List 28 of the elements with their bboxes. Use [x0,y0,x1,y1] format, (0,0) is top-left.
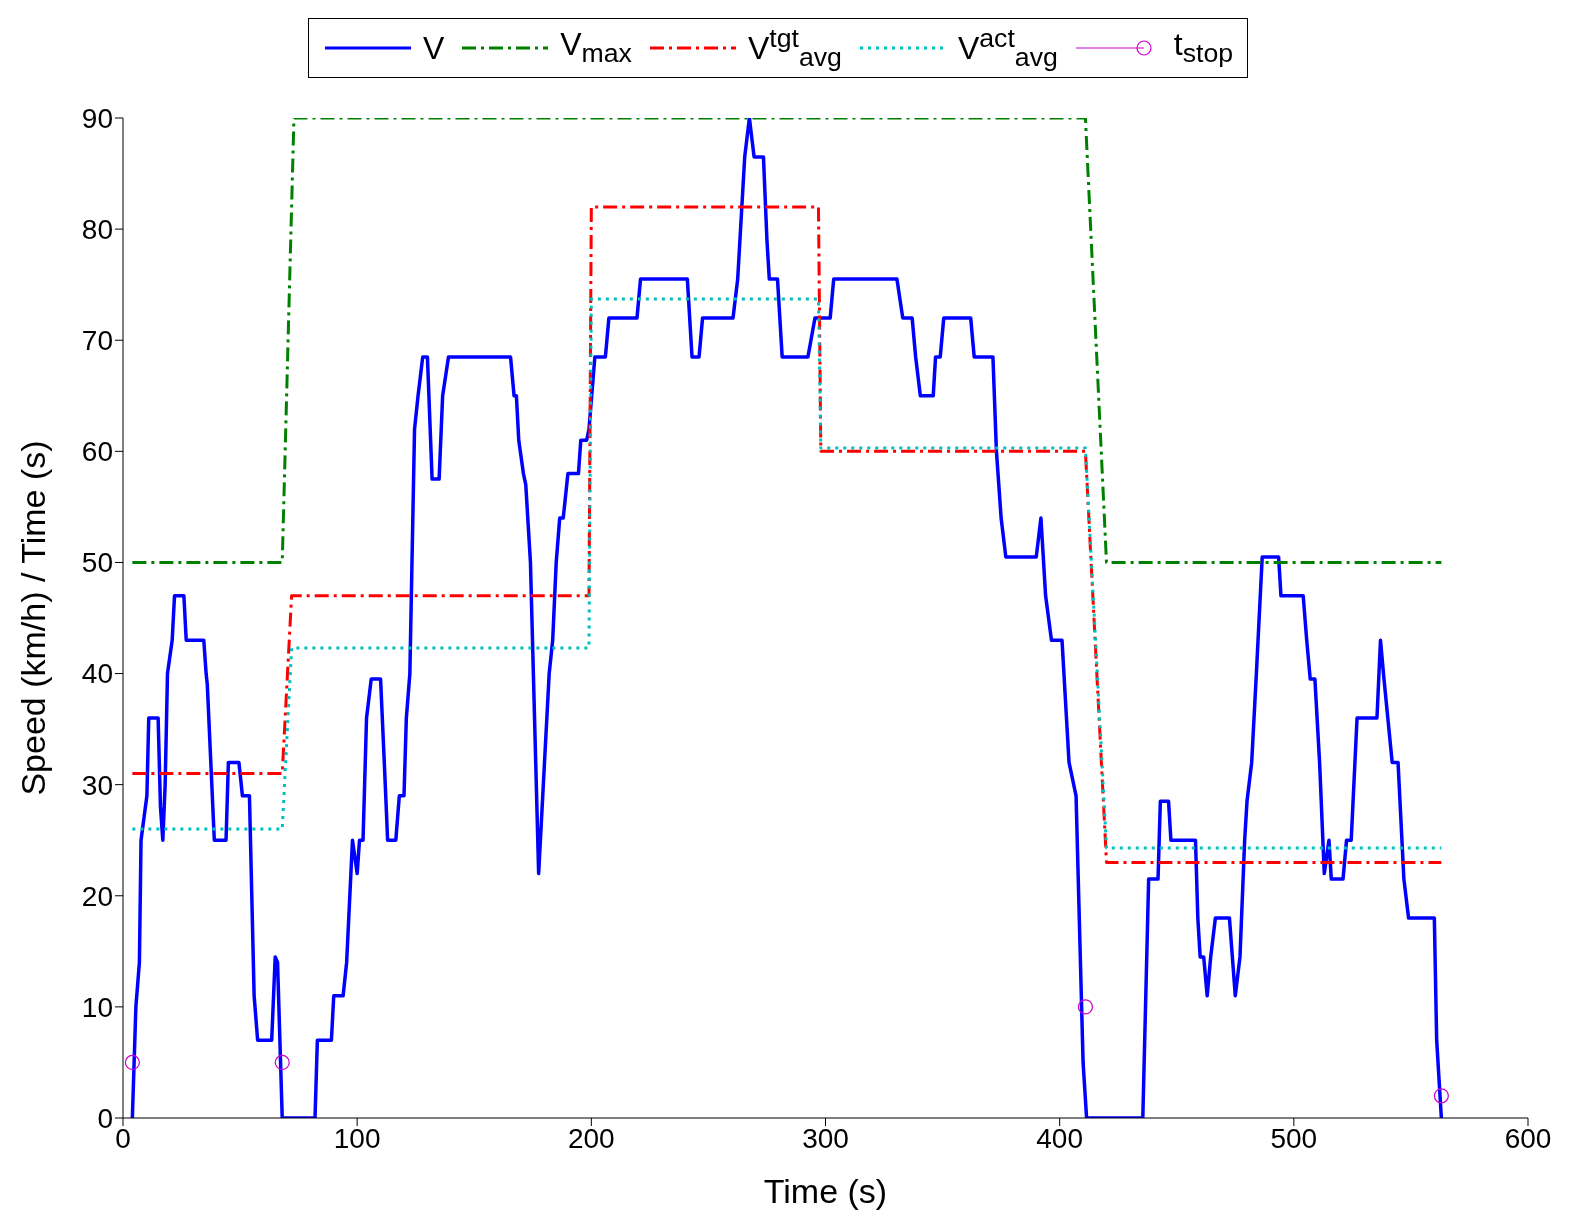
legend-label: V [422,29,445,67]
y-tick-label: 70 [81,325,113,357]
legend-label: V$_{max}$ [560,26,632,70]
y-tick-label: 20 [81,880,113,912]
line-series [130,118,1444,1118]
x-tick-label: 300 [802,1122,849,1154]
point [124,1054,140,1071]
line-series [130,297,1443,850]
y-tick-label: 30 [81,769,113,801]
point [1077,999,1094,1015]
x-tick-label: 100 [333,1122,381,1154]
y-tick-label: 80 [81,214,113,246]
x-tick-label: 600 [1504,1122,1552,1154]
x-tick-label: 500 [1270,1122,1318,1154]
x-axis-title: Time (s) [763,1172,888,1210]
x-tick-label: 200 [567,1122,615,1154]
y-tick-label: 90 [81,102,113,134]
point [274,1054,290,1071]
y-tick-label: 60 [81,436,113,468]
y-axis-title: Speed (km/h) / Time (s) [14,440,53,796]
y-tick-label: 0 [97,1102,113,1134]
line-series [130,205,1443,864]
y-tick-label: 40 [81,658,113,690]
y-tick-label: 10 [81,991,113,1023]
point [1433,1088,1449,1104]
y-tick-label: 50 [81,547,113,579]
x-tick-label: 400 [1036,1122,1084,1154]
legend-label: t$_{stop}$ [1173,26,1234,70]
